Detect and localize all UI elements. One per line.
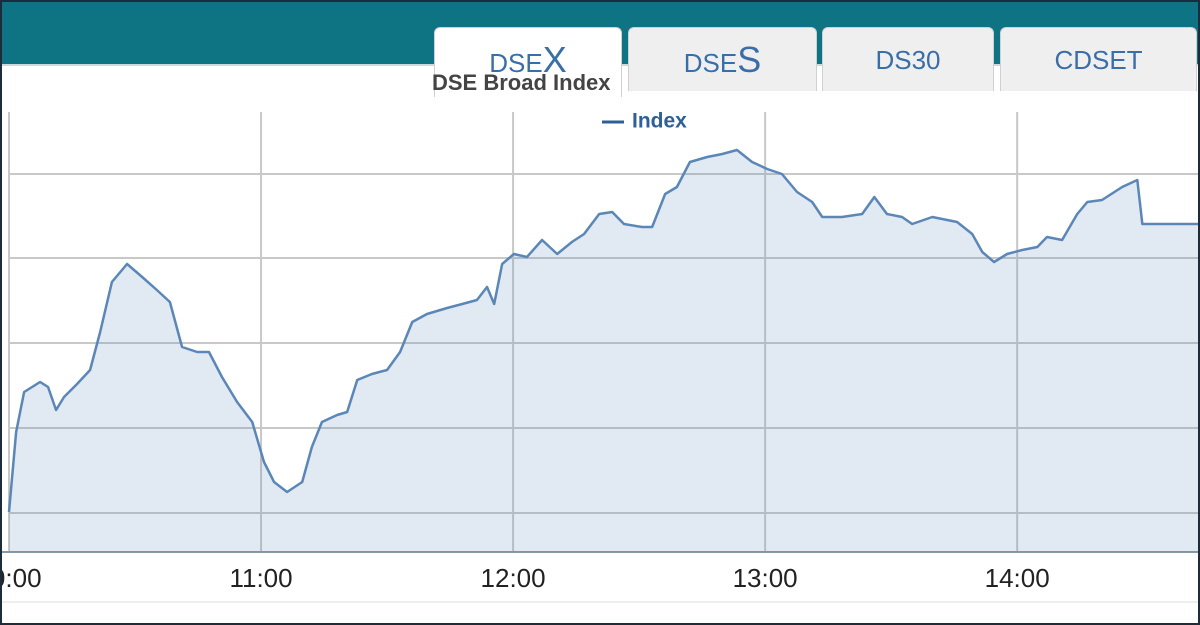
tab[interactable]: DS30: [822, 27, 994, 91]
tab-label: CDSET: [1054, 45, 1143, 75]
tab[interactable]: DSEX: [434, 27, 622, 97]
x-tick-label: 12:00: [481, 563, 546, 593]
x-tick-label: 14:00: [985, 563, 1050, 593]
chart-title: DSE Broad Index: [432, 70, 611, 95]
tab-label: DS30: [875, 45, 941, 75]
x-tick-label: 10:00: [2, 563, 42, 593]
tab[interactable]: DSES: [628, 27, 817, 91]
tab-label-emphasis: S: [737, 39, 762, 80]
series-area: [9, 150, 1198, 552]
legend-label: Index: [632, 110, 687, 133]
tab-label: DSE: [683, 48, 738, 78]
x-tick-label: 11:00: [229, 563, 292, 593]
tab-label: DSE: [489, 48, 543, 78]
tab[interactable]: CDSET: [1000, 27, 1197, 91]
tab-label-emphasis: X: [542, 39, 567, 80]
x-tick-label: 13:00: [733, 563, 798, 593]
series-line: [7, 148, 1198, 513]
